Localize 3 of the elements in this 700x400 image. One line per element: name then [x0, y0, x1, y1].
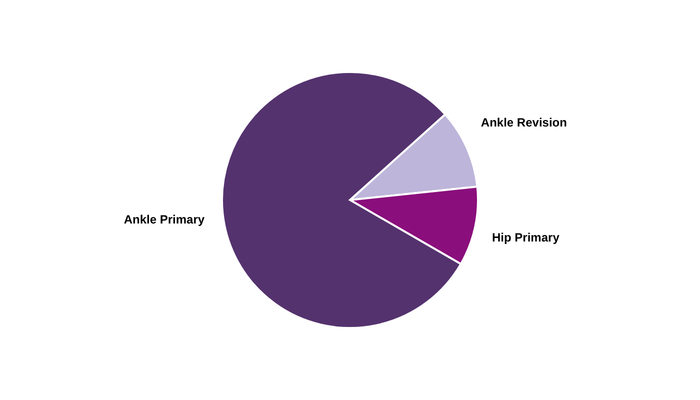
- slice-label: Hip Primary: [492, 230, 560, 244]
- slice-label: Ankle Primary: [124, 212, 205, 227]
- slice-label: Ankle Revision: [480, 116, 567, 130]
